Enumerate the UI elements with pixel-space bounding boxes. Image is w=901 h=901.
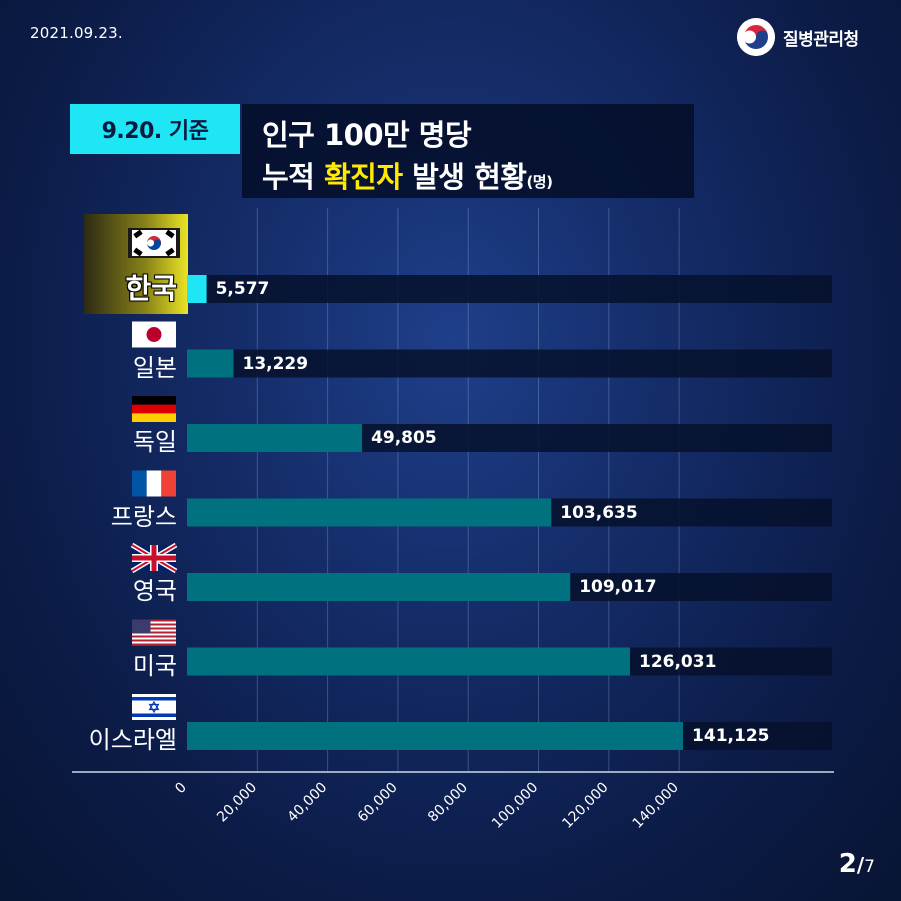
chart-title: 인구 100만 명당 누적 확진자 발생 현황(명) <box>242 104 694 198</box>
unit-label: (명) <box>526 173 553 191</box>
bar-track <box>187 424 832 452</box>
page-separator: / <box>856 853 865 877</box>
date-label: 2021.09.23. <box>30 24 123 42</box>
x-tick-label: 140,000 <box>630 780 682 832</box>
bar-track <box>187 275 832 303</box>
reference-date-badge: 9.20. 기준 <box>70 104 240 154</box>
germany-flag-icon <box>132 396 176 422</box>
x-tick-label: 120,000 <box>559 780 611 832</box>
bar-3 <box>187 424 363 452</box>
value-label: 103,635 <box>560 502 638 523</box>
bar-track <box>187 498 832 527</box>
israel-flag-icon <box>132 694 176 720</box>
bar-track <box>187 573 832 601</box>
bar-6 <box>187 647 630 676</box>
bar-2 <box>187 349 234 378</box>
title-line-1: 인구 100만 명당 <box>262 118 472 152</box>
title-highlight: 확진자 <box>323 160 403 194</box>
agency-logo: 질병관리청 <box>737 18 859 56</box>
x-tick-label: 40,000 <box>284 780 330 826</box>
title-line-2: 누적 확진자 발생 현황(명) <box>262 154 553 196</box>
value-label: 13,229 <box>242 353 309 374</box>
x-tick-label: 0 <box>172 780 190 798</box>
uk-flag-icon <box>130 542 178 574</box>
bar-7 <box>187 722 684 750</box>
country-label: 영국 <box>132 577 177 605</box>
usa-flag-icon <box>132 619 176 646</box>
bar-1 <box>187 275 207 303</box>
x-tick-label: 80,000 <box>425 780 471 826</box>
x-tick-label: 60,000 <box>355 780 401 826</box>
france-flag-icon <box>132 470 176 497</box>
japan-flag-icon <box>132 321 176 348</box>
page-total: 7 <box>864 857 875 877</box>
country-label: 독일 <box>132 428 177 456</box>
value-label: 5,577 <box>215 279 270 299</box>
pagination: 2/7 <box>839 849 875 879</box>
value-label: 109,017 <box>579 577 657 597</box>
kdca-emblem-icon <box>737 18 775 56</box>
country-label: 한국 <box>125 272 177 305</box>
bar-5 <box>187 573 571 601</box>
title-prefix: 누적 <box>262 160 324 194</box>
bar-track <box>187 647 832 676</box>
value-label: 126,031 <box>638 651 717 672</box>
x-tick-label: 100,000 <box>489 780 541 832</box>
agency-name: 질병관리청 <box>783 29 859 50</box>
country-label: 일본 <box>132 353 177 382</box>
value-label: 49,805 <box>371 428 437 448</box>
country-label: 이스라엘 <box>88 726 177 754</box>
title-suffix: 발생 현황 <box>402 160 527 194</box>
page-current: 2 <box>838 849 857 879</box>
x-tick-label: 20,000 <box>214 780 260 826</box>
country-label: 프랑스 <box>110 502 177 531</box>
value-label: 141,125 <box>692 726 770 746</box>
bar-4 <box>187 498 552 527</box>
country-label: 미국 <box>132 651 177 680</box>
